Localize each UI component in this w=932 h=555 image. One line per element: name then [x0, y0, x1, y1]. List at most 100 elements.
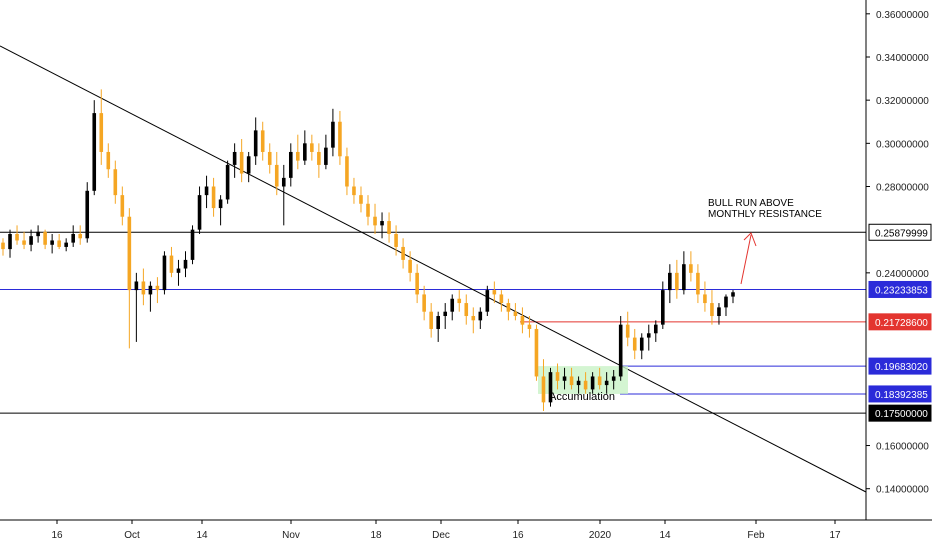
price-level-badge-label: 0.25879999 — [875, 228, 928, 239]
candle-body — [689, 264, 693, 273]
price-level-badge-label: 0.21728600 — [875, 318, 928, 329]
candle-body — [317, 151, 321, 165]
accumulation-label: Accumulation — [549, 391, 615, 403]
bull-run-arrow-shaft — [740, 234, 752, 285]
candle — [555, 363, 560, 390]
candle — [211, 177, 216, 217]
candle-body — [43, 231, 47, 245]
candles — [1, 89, 735, 411]
candle-body — [22, 240, 26, 245]
price-level-badge[interactable] — [868, 404, 932, 422]
candle — [8, 229, 12, 258]
bull-run-annotation-line: MONTHLY RESISTANCE — [708, 209, 822, 220]
candle — [43, 229, 47, 250]
candle-body — [267, 151, 272, 165]
candle — [331, 108, 335, 157]
x-tick-label: 16 — [512, 530, 524, 541]
candle — [190, 225, 195, 265]
candle — [148, 281, 153, 312]
candle-body — [169, 255, 174, 273]
candle — [253, 117, 258, 165]
x-tick-label: 14 — [659, 530, 671, 541]
candle-body — [408, 259, 412, 273]
candle-body — [464, 303, 469, 317]
y-tick-label: 0.32000000 — [876, 96, 929, 107]
candle-body — [113, 169, 118, 196]
candle — [57, 233, 61, 250]
price-level-badge[interactable] — [868, 223, 932, 241]
candle-body — [190, 229, 195, 260]
candle-body — [422, 294, 426, 312]
candle — [169, 246, 174, 278]
candle — [106, 143, 111, 178]
x-tick-label: 16 — [51, 530, 63, 541]
candle — [639, 333, 644, 360]
price-level-badge[interactable] — [868, 357, 932, 375]
candle-body — [485, 290, 490, 312]
y-tick-label: 0.34000000 — [876, 53, 929, 64]
y-tick-label: 0.28000000 — [876, 183, 929, 194]
candle — [583, 372, 588, 394]
candle — [632, 328, 637, 360]
candle-body — [682, 264, 686, 291]
candle — [520, 307, 525, 334]
candle-body — [155, 285, 160, 291]
x-tick-label: 2020 — [589, 530, 612, 541]
candle-body — [324, 147, 328, 165]
candle — [611, 369, 616, 390]
candle — [92, 100, 97, 196]
candle — [436, 311, 440, 342]
x-tick-label: 17 — [829, 530, 841, 541]
candle-body — [590, 376, 595, 390]
candle-body — [562, 376, 567, 381]
price-level-badge[interactable] — [868, 280, 932, 298]
candle — [471, 307, 476, 334]
candle-body — [555, 372, 560, 381]
candle — [176, 259, 181, 286]
candle-body — [281, 177, 286, 187]
candle — [415, 264, 419, 304]
candle-body — [260, 130, 265, 152]
candle — [457, 290, 462, 312]
candle-body — [527, 324, 532, 329]
candle-body — [120, 195, 125, 217]
candle — [576, 376, 581, 394]
candle-body — [394, 233, 398, 247]
candle-body — [99, 113, 104, 152]
candle — [492, 281, 497, 304]
x-axis: 16 Oct 14 Nov 18 Dec 16 2020 14 Feb 17 — [0, 519, 932, 541]
candle — [281, 164, 286, 226]
candle — [646, 324, 651, 351]
price-level-badge[interactable] — [868, 313, 932, 331]
candle-body — [141, 281, 146, 295]
candle — [464, 294, 469, 325]
candle-body — [703, 294, 707, 304]
candle-body — [57, 240, 61, 247]
candle — [689, 251, 693, 282]
x-tick-label: Nov — [282, 530, 300, 541]
candle — [232, 143, 237, 178]
candle — [155, 277, 160, 304]
candle-body — [36, 231, 40, 237]
price-level-badge-label: 0.17500000 — [875, 409, 928, 420]
candle-body — [506, 303, 511, 312]
candle-body — [338, 121, 342, 157]
candle-body — [211, 186, 216, 209]
price-level-badge[interactable] — [868, 385, 932, 403]
y-axis[interactable]: 0.36000000 0.34000000 0.32000000 0.30000000… — [865, 0, 932, 520]
candle-body — [204, 186, 209, 196]
downtrend-line — [0, 45, 867, 493]
candle-body — [717, 307, 721, 317]
candle-body — [604, 380, 609, 386]
candle-body — [534, 328, 539, 377]
candle-body — [597, 376, 602, 386]
candle-body — [373, 216, 377, 226]
candle — [590, 372, 595, 394]
candle — [450, 294, 455, 321]
candle — [534, 324, 539, 381]
candle — [429, 303, 433, 338]
candle — [317, 143, 321, 178]
candle — [288, 143, 293, 187]
